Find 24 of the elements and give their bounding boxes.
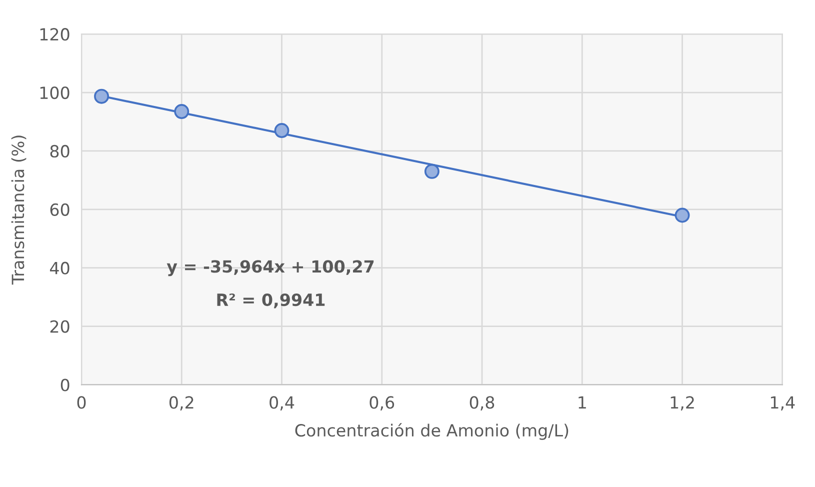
x-tick-label: 0,2 xyxy=(169,396,194,410)
point xyxy=(174,104,190,120)
y-tick-label: 40 xyxy=(50,262,70,274)
y-tick-label: 100 xyxy=(40,86,70,100)
annotation: R² = 0,9941 xyxy=(217,293,325,308)
point xyxy=(674,208,690,223)
y-tick-label: 120 xyxy=(40,28,70,41)
annotation: y = -35,964x + 100,27 xyxy=(166,260,374,276)
point xyxy=(424,164,440,179)
point xyxy=(94,88,110,104)
x-tick-label: 0 xyxy=(77,396,86,409)
x-tick-label: 0,6 xyxy=(370,396,394,410)
x-tick-label: 0,4 xyxy=(270,396,294,410)
x-tick-label: 1 xyxy=(578,396,586,409)
y-tick-label: 60 xyxy=(50,203,70,216)
x-tick-label: 1,4 xyxy=(770,396,795,410)
y-tick-label: 0 xyxy=(60,378,70,392)
y-axis-title: Transmitancia (%) xyxy=(11,136,26,285)
y-tick-label: 20 xyxy=(50,320,70,333)
x-axis-title: Concentración de Amonio (mg/L) xyxy=(295,423,568,440)
y-tick-label: 80 xyxy=(50,144,70,158)
x-tick-label: 1,2 xyxy=(670,396,694,410)
x-tick-label: 0,8 xyxy=(470,396,494,410)
point xyxy=(274,123,290,138)
